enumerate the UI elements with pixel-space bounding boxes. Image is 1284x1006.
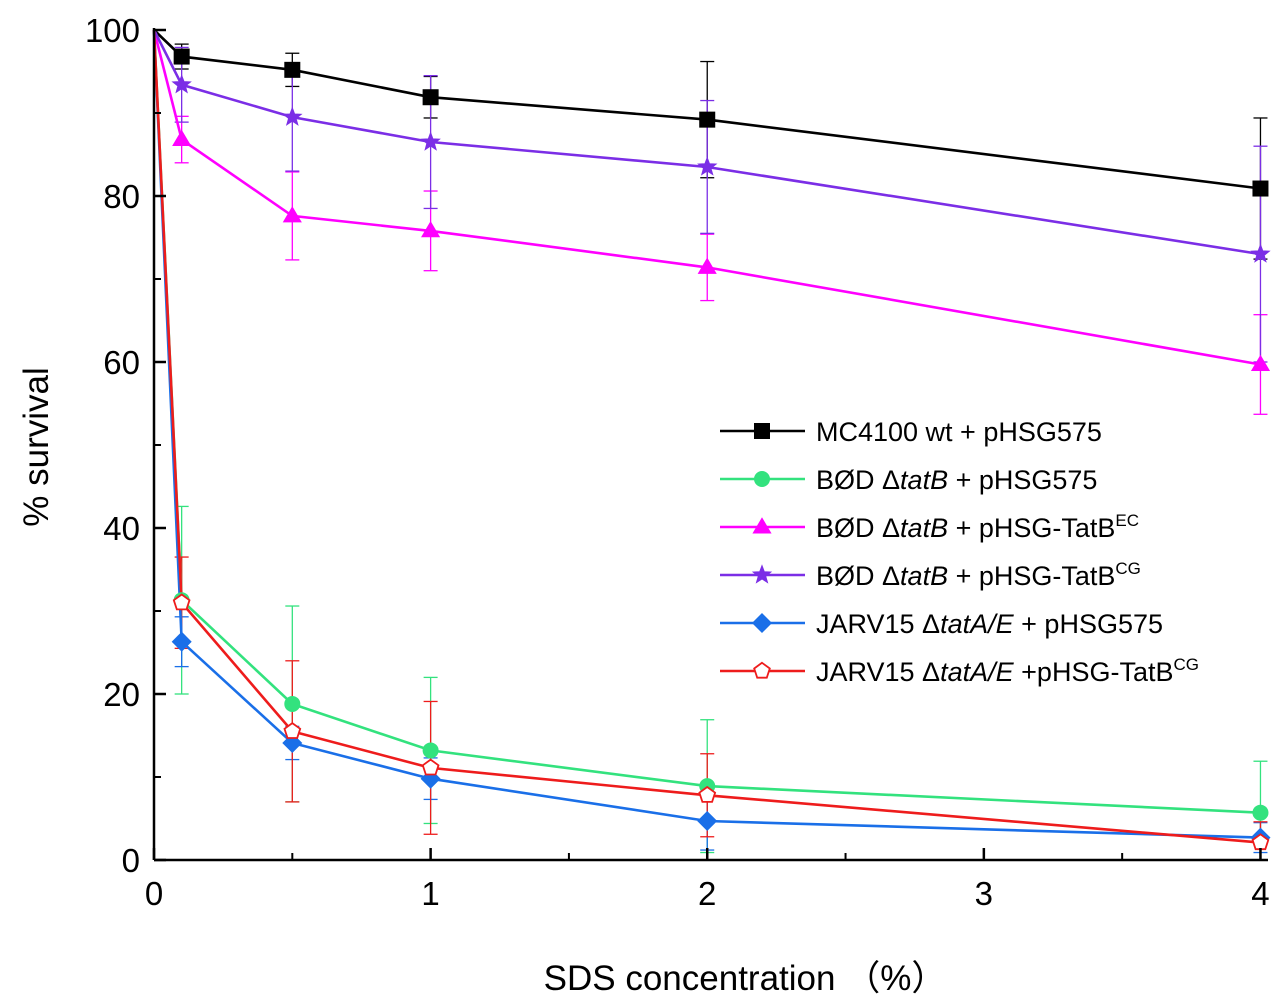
legend-label-part: + pHSG575 [948, 465, 1097, 495]
legend-label: JARV15 ΔtatA/E + pHSG575 [816, 609, 1163, 639]
legend-label-italic: tatB [900, 513, 948, 543]
y-tick-label: 0 [122, 842, 140, 879]
data-point [1250, 354, 1271, 371]
y-tick-label: 60 [103, 344, 140, 381]
legend-marker [751, 612, 773, 634]
legend-marker [754, 423, 770, 439]
data-point [422, 89, 439, 106]
x-tick-label: 2 [698, 875, 716, 912]
series-line [152, 29, 1261, 844]
data-point [422, 742, 439, 759]
legend-item: JARV15 ΔtatA/E + pHSG575 [720, 609, 1163, 639]
data-point [697, 156, 718, 176]
data-point [697, 810, 718, 832]
legend-item: BØD ΔtatB + pHSG575 [720, 465, 1097, 495]
x-axis-title: SDS concentration （%） [544, 959, 947, 998]
legend-label-part: BØD Δ [816, 513, 900, 543]
legend-label-superscript: CG [1115, 559, 1141, 578]
data-point [421, 758, 440, 776]
legend-label-part: + pHSG-TatB [948, 561, 1115, 591]
data-point [1252, 804, 1269, 821]
data-point [697, 257, 717, 274]
legend-label: BØD ΔtatB + pHSG-TatBCG [816, 559, 1141, 591]
data-point [699, 111, 716, 128]
series-markers [171, 48, 1271, 851]
legend-marker [752, 517, 772, 534]
x-tick-label: 1 [421, 875, 439, 912]
data-point [282, 106, 303, 126]
axes [152, 28, 1268, 862]
legend-label: MC4100 wt + pHSG575 [816, 417, 1102, 447]
data-point [171, 631, 192, 652]
y-tick-label: 20 [103, 676, 140, 713]
legend-label-italic: tatB [900, 561, 948, 591]
data-point [1250, 243, 1271, 263]
data-point [283, 721, 302, 739]
data-point [284, 61, 301, 78]
legend-label-part: +pHSG-TatB [1014, 657, 1174, 687]
x-tick-label: 4 [1251, 875, 1269, 912]
legend-label: JARV15 ΔtatA/E +pHSG-TatBCG [816, 655, 1199, 687]
legend-item: JARV15 ΔtatA/E +pHSG-TatBCG [720, 655, 1199, 687]
legend-item: BØD ΔtatB + pHSG-TatBCG [720, 559, 1141, 591]
legend-label-italic: tatA/E [940, 657, 1015, 687]
y-tick-label: 100 [85, 12, 140, 49]
legend-label-italic: tatB [900, 465, 948, 495]
data-point [1252, 180, 1269, 197]
legend-marker [754, 471, 770, 487]
error-bars [174, 43, 1268, 861]
data-point [420, 131, 441, 151]
legend-label-part: + pHSG575 [1014, 609, 1163, 639]
legend-marker [751, 564, 773, 584]
legend-label-italic: tatA/E [940, 609, 1015, 639]
series-line [152, 29, 1261, 839]
legend-marker [753, 661, 771, 679]
x-tick-label: 3 [975, 875, 993, 912]
data-point [698, 785, 717, 803]
legend-label: BØD ΔtatB + pHSG575 [816, 465, 1097, 495]
series-line [152, 29, 1261, 366]
x-tick-label: 0 [145, 875, 163, 912]
legend-label-part: + pHSG-TatB [948, 513, 1115, 543]
legend-label: BØD ΔtatB + pHSG-TatBEC [816, 511, 1139, 543]
series-line [152, 29, 1261, 256]
data-point [173, 48, 190, 65]
data-point [282, 732, 303, 754]
legend-item: BØD ΔtatB + pHSG-TatBEC [720, 511, 1139, 543]
legend-label-part: BØD Δ [816, 561, 900, 591]
y-tick-label: 40 [103, 510, 140, 547]
series-lines [152, 29, 1261, 844]
legend-item: MC4100 wt + pHSG575 [720, 417, 1102, 447]
y-tick-label: 80 [103, 178, 140, 215]
legend-label-part: MC4100 wt + pHSG575 [816, 417, 1102, 447]
legend-label-part: JARV15 Δ [816, 609, 940, 639]
data-point [171, 74, 192, 94]
data-point [172, 129, 192, 146]
data-point [284, 695, 301, 712]
legend-label-part: BØD Δ [816, 465, 900, 495]
data-point [421, 221, 441, 238]
legend-label-part: JARV15 Δ [816, 657, 940, 687]
legend-label-superscript: EC [1115, 511, 1139, 530]
y-axis-title: % survival [17, 367, 56, 526]
legend-label-superscript: CG [1173, 655, 1199, 674]
data-point [282, 206, 302, 223]
data-point [172, 593, 191, 611]
